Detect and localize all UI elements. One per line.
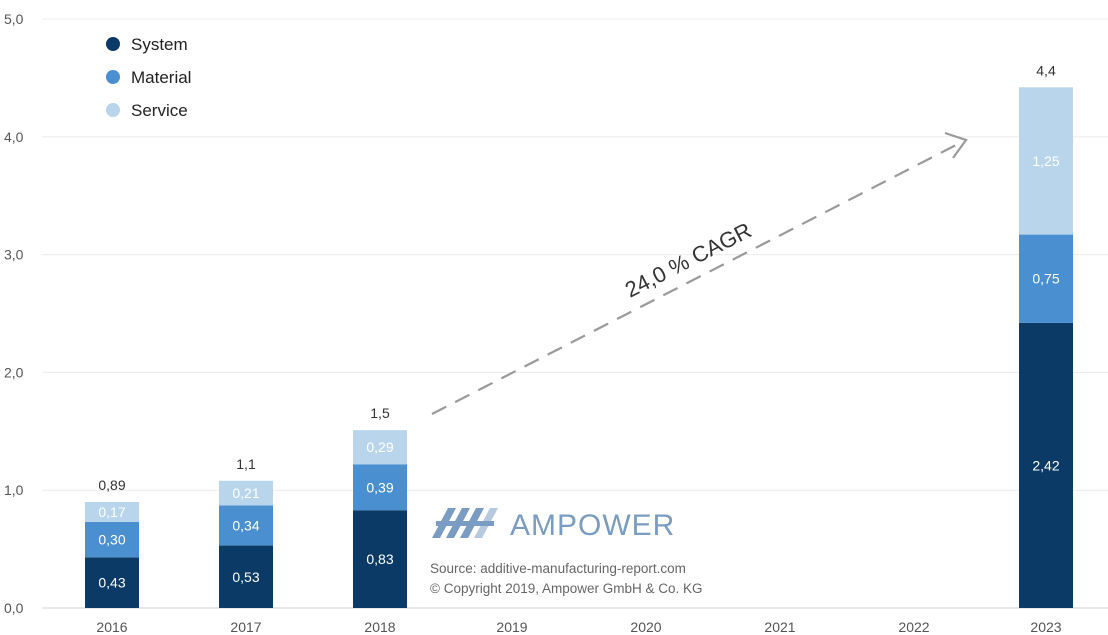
- x-tick-label: 2022: [898, 619, 929, 635]
- cagr-label: 24,0 % CAGR: [621, 217, 755, 302]
- legend-label-system: System: [131, 35, 188, 54]
- x-tick-label: 2018: [364, 619, 395, 635]
- y-axis-ticks: 0,0 1,0 2,0 3,0 4,0 5,0: [4, 11, 24, 616]
- copyright-text: © Copyright 2019, Ampower GmbH & Co. KG: [430, 581, 703, 596]
- bar-segment-system: [1019, 322, 1073, 608]
- y-tick-label: 5,0: [4, 11, 24, 27]
- ampower-logo-text: AMPOWER: [510, 509, 675, 542]
- y-tick-label: 0,0: [4, 600, 24, 616]
- segment-label-material: 0,34: [232, 518, 259, 534]
- y-tick-label: 2,0: [4, 364, 24, 380]
- bar-segment-material: [353, 464, 407, 511]
- segment-label-service: 0,21: [232, 485, 259, 501]
- bar-total-label: 0,89: [98, 477, 125, 493]
- segment-label-system: 2,42: [1032, 457, 1059, 473]
- bar-segment-service: [1019, 87, 1073, 235]
- bar-segment-system: [219, 545, 273, 608]
- y-tick-label: 3,0: [4, 247, 24, 263]
- legend-marker-service: [106, 103, 120, 117]
- ampower-logo: AMPOWER: [432, 508, 675, 542]
- x-axis-ticks: 2016 2017 2018 2019 2020 2021 2022 2023: [96, 619, 1061, 635]
- x-tick-label: 2017: [230, 619, 261, 635]
- segment-label-material: 0,30: [98, 532, 125, 548]
- x-tick-label: 2021: [764, 619, 795, 635]
- bar-segment-material: [1019, 234, 1073, 323]
- bars: [85, 87, 1073, 608]
- bar-total-label: 4,4: [1036, 62, 1056, 78]
- legend-marker-system: [106, 37, 120, 51]
- bar-segment-material: [219, 505, 273, 546]
- segment-label-system: 0,83: [366, 551, 393, 567]
- legend-label-material: Material: [131, 68, 191, 87]
- y-tick-label: 1,0: [4, 482, 24, 498]
- ampower-logo-icon: [432, 508, 498, 538]
- total-labels: 0,89 1,1 1,5 4,4: [98, 62, 1056, 493]
- cagr-arrow-line: [431, 141, 963, 415]
- source-text: Source: additive-manufacturing-report.co…: [430, 561, 686, 576]
- bar-segment-material: [85, 522, 139, 558]
- x-tick-label: 2020: [630, 619, 661, 635]
- segment-label-system: 0,53: [232, 569, 259, 585]
- legend-label-service: Service: [131, 101, 188, 120]
- bar-segment-system: [85, 557, 139, 608]
- y-tick-label: 4,0: [4, 129, 24, 145]
- x-tick-label: 2016: [96, 619, 127, 635]
- bar-segment-system: [353, 510, 407, 608]
- legend: System Material Service: [106, 35, 191, 120]
- segment-label-service: 0,29: [366, 439, 393, 455]
- bar-segment-service: [353, 430, 407, 465]
- x-tick-label: 2019: [496, 619, 527, 635]
- bar-segment-service: [219, 480, 273, 506]
- segment-label-material: 0,75: [1032, 271, 1059, 287]
- segment-label-service: 1,25: [1032, 153, 1059, 169]
- segment-label-material: 0,39: [366, 479, 393, 495]
- bar-segment-service: [85, 501, 139, 523]
- segment-labels: 0,43 0,30 0,17 0,53 0,34 0,21 0,83 0,39 0,29 2,42…: [98, 153, 1059, 591]
- bar-total-label: 1,5: [370, 405, 390, 421]
- segment-label-system: 0,43: [98, 575, 125, 591]
- bar-total-label: 1,1: [236, 456, 256, 472]
- x-tick-label: 2023: [1030, 619, 1061, 635]
- segment-label-service: 0,17: [98, 504, 125, 520]
- cagr-annotation: 24,0 % CAGR: [431, 131, 968, 415]
- legend-marker-material: [106, 70, 120, 84]
- cagr-arrow-head: [944, 131, 968, 159]
